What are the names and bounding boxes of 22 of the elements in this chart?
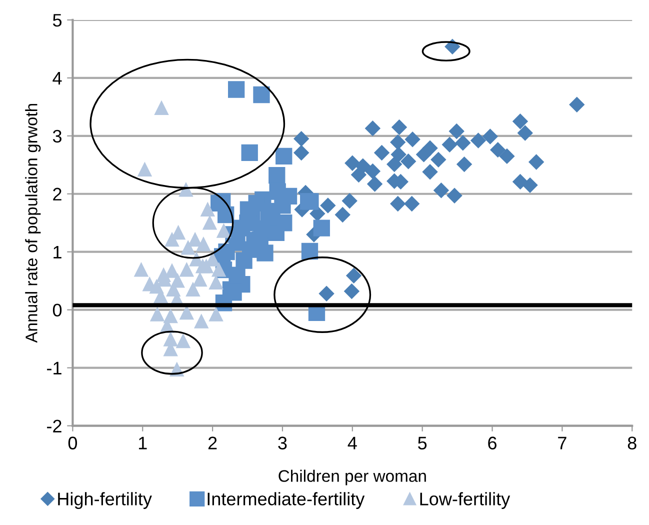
- x-axis-title: Children per woman: [278, 470, 426, 486]
- y-tick-label: 1: [54, 246, 62, 258]
- y-tick-label: 0: [52, 304, 62, 317]
- y-tick-label: 4: [52, 72, 62, 84]
- x-tick-label: 0: [68, 436, 78, 450]
- x-tick-label: 7: [558, 436, 566, 450]
- x-tick-label: 2: [208, 436, 217, 450]
- y-tick-label: 5: [52, 14, 62, 27]
- legend-label: High-fertility: [58, 492, 152, 509]
- y-tick-label: 3: [52, 130, 62, 143]
- x-tick-label: 3: [278, 436, 287, 450]
- legend-label: Low-fertility: [420, 492, 510, 509]
- x-tick-label: 1: [138, 436, 147, 450]
- y-axis-title: Annual rate of population grwoth: [25, 104, 41, 343]
- y-tick-label: -1: [47, 362, 62, 374]
- y-tick-label: 2: [53, 188, 62, 200]
- legend-label: Intermediate-fertility: [208, 492, 365, 509]
- x-tick-label: 4: [348, 436, 357, 450]
- x-tick-label: 8: [628, 436, 636, 450]
- x-tick-label: 5: [418, 436, 427, 450]
- x-tick-label: 6: [488, 436, 496, 450]
- y-tick-label: -2: [47, 420, 62, 432]
